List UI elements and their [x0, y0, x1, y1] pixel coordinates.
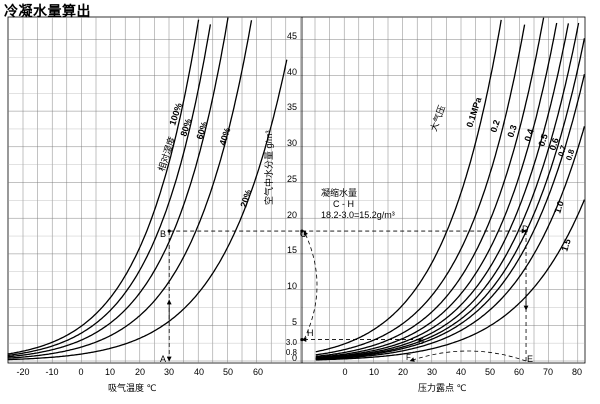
y-tick: 20: [287, 210, 297, 220]
pressure-curve-label: 0.6: [547, 137, 560, 152]
annotation-line-1: 凝缩水量: [321, 187, 357, 198]
right-axis-ticks: 0 10 20 30 40 50 60 70 80: [342, 367, 582, 377]
right-axis-label: 压力露点 ℃: [418, 382, 467, 393]
guide-point: [418, 337, 422, 342]
pressure-group-label: 大气压: [428, 104, 448, 133]
left-tick: 20: [135, 367, 145, 377]
left-tick: 30: [164, 367, 174, 377]
y-tick: 35: [287, 102, 297, 112]
right-tick: 60: [514, 367, 524, 377]
humidity-curve-label: 20%: [238, 188, 253, 208]
point-label-e: E: [527, 354, 533, 364]
pressure-curve: [315, 74, 586, 360]
left-axis-ticks: -20 -10 0 10 20 30 40 50 60: [16, 367, 263, 377]
y-tick: 15: [287, 245, 297, 255]
guide-point: [300, 229, 304, 233]
pressure-curve-label: 0.2: [488, 119, 501, 134]
page-title: 冷凝水量算出: [4, 4, 91, 20]
left-axis-label: 吸气温度 ℃: [108, 382, 157, 393]
right-tick: 70: [543, 367, 553, 377]
humidity-curve-label: 60%: [194, 120, 209, 140]
pressure-curve: [315, 126, 586, 360]
y-tick: 45: [287, 31, 297, 41]
right-tick: 0: [342, 367, 347, 377]
right-tick: 30: [427, 367, 437, 377]
pressure-curve: [315, 23, 570, 359]
left-tick: 40: [194, 367, 204, 377]
chart-guides: [166, 228, 529, 362]
y-tick: 10: [287, 281, 297, 291]
chart-curves: [7, 17, 586, 361]
plot-frame: [7, 16, 586, 364]
y-tick-extra: 0.8: [286, 348, 298, 357]
humidity-curve-label: 80%: [178, 117, 193, 137]
pressure-curve: [315, 22, 580, 360]
humidity-group-label: 相对湿度: [155, 135, 177, 173]
guide-point: [167, 229, 171, 233]
left-tick: 60: [253, 367, 263, 377]
right-tick: 20: [398, 367, 408, 377]
guide-point: [524, 229, 528, 233]
pressure-curve-label: 0.8: [564, 148, 576, 162]
right-tick: 10: [369, 367, 379, 377]
y-tick: 25: [287, 174, 297, 184]
pressure-curve: [315, 22, 558, 358]
point-label-c: C: [300, 229, 307, 239]
pressure-curve: [315, 24, 526, 356]
pressure-curve: [315, 199, 586, 361]
pressure-curve-label: 0.4: [522, 128, 535, 143]
point-label-f: F: [406, 353, 411, 362]
guide-point: [300, 337, 304, 342]
left-tick: -20: [16, 367, 29, 377]
y-axis-ticks: 0 5 10 15 20 25 30 35 40 45 0.8 3.0: [286, 31, 298, 363]
right-tick: 50: [485, 367, 495, 377]
pressure-curve: [315, 17, 545, 358]
humidity-curve: [7, 24, 212, 357]
left-tick: 0: [78, 367, 83, 377]
point-label-g: G: [418, 337, 424, 346]
annotation-line-3: 18.2-3.0=15.2g/m³: [321, 210, 395, 220]
y-tick-extra: 3.0: [286, 338, 298, 347]
humidity-curve: [7, 17, 229, 358]
left-tick: 10: [105, 367, 115, 377]
pressure-curve-label: 0.5: [536, 133, 549, 148]
left-tick: -10: [45, 367, 58, 377]
y-axis-label: 空气中水分量 g/m³: [263, 130, 274, 205]
pressure-curve-label: 0.7: [556, 144, 568, 158]
guide-h-to-c: [303, 230, 318, 340]
point-label-a: A: [160, 354, 166, 364]
chart-grid: [7, 16, 586, 364]
pressure-curve: [315, 38, 586, 360]
pressure-curve: [315, 19, 502, 353]
guide-e-to-f: [409, 350, 527, 362]
point-label-b: B: [160, 229, 166, 239]
left-tick: 50: [223, 367, 233, 377]
humidity-curve: [7, 59, 288, 361]
y-tick: 5: [292, 317, 297, 327]
pressure-curve-label: 1.0: [552, 200, 565, 215]
right-tick: 40: [456, 367, 466, 377]
point-label-h: H: [307, 328, 314, 338]
annotation-line-2: C - H: [333, 199, 354, 209]
y-tick: 40: [287, 67, 297, 77]
humidity-curve: [7, 19, 200, 355]
humidity-curve-label: 40%: [217, 126, 232, 146]
right-tick: 80: [572, 367, 582, 377]
humidity-curve: [7, 20, 253, 359]
point-label-d: D: [522, 224, 529, 234]
y-tick: 0: [292, 353, 297, 363]
pressure-curve-label: 0.3: [505, 124, 518, 139]
y-tick: 30: [287, 138, 297, 148]
pressure-curve-label: 1.5: [559, 238, 572, 253]
